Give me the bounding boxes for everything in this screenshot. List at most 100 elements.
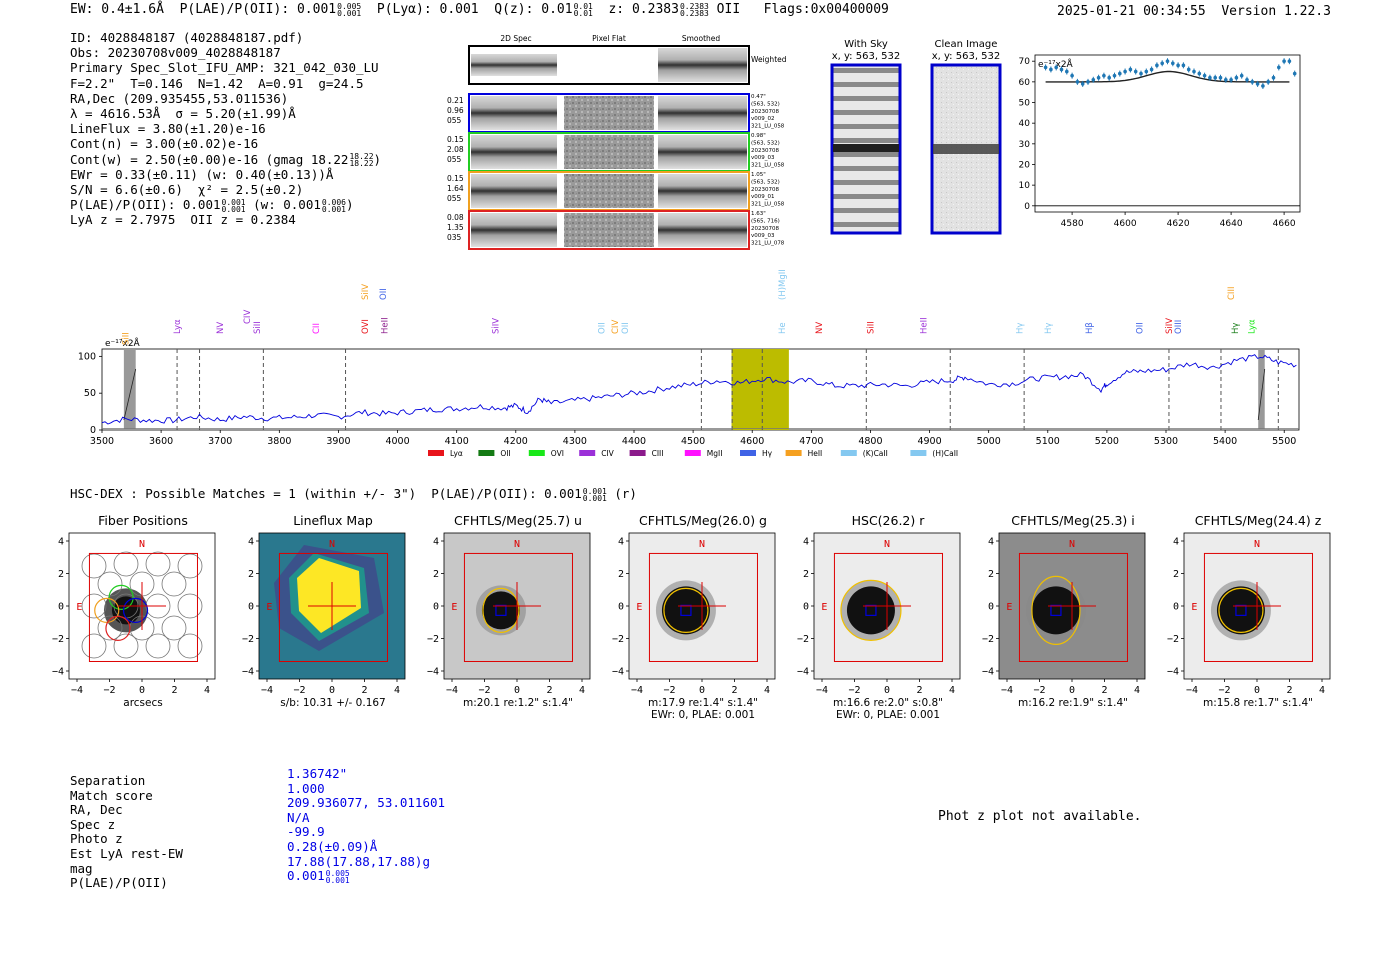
spectrum-xtick-label: 3800 [267,436,291,447]
match-label: P(LAE)/P(OII) [70,875,168,891]
zoom-ytick-label: 30 [1019,140,1031,150]
cutout-stats: m:15.8 re:1.7" s:1.4" [1203,697,1313,709]
clean-image-title: Clean Image [935,39,998,50]
emission-line-label: OII [1135,322,1145,334]
spectrum-xtick-label: 3700 [208,436,232,447]
aperture-ellipse [1031,575,1081,645]
spectrum-xtick-label: 4800 [858,436,882,447]
zoom-point [1165,59,1170,63]
search-box [88,552,198,662]
cutout-ytick-label: −2 [1167,634,1179,645]
summary-header: EW: 0.4±1.6Å P(LAE)/P(OII): 0.001 0.005 0.… [70,2,889,17]
detection-id: ID: 4028848187 (4028848187.pdf) [70,30,304,45]
cutout-ytick-label: −2 [982,634,994,645]
zoom-point [1277,65,1281,70]
aperture-ellipse [482,587,520,633]
emission-line-label: Hβ [1085,322,1095,334]
fiber-circle [81,553,107,579]
specz-value: N/A [287,809,310,825]
plae-bounds: 0.005 0.001 [337,1,362,18]
zoom-point [1144,69,1149,74]
search-box [648,552,758,662]
fiber-circle [177,593,203,619]
zoom-point [1197,71,1202,76]
spectrum-xtick-label: 3500 [90,436,114,447]
zoom-xtick-label: 4580 [1061,219,1084,229]
row-meta: 321_LU_058 [751,202,785,208]
zoom-point [1176,63,1180,68]
cutout-xtick-label: 0 [329,685,335,693]
cutout-ytick-label: −4 [612,667,624,678]
row-meta: (565, 716) [751,218,780,224]
cutout-xtick-label: 0 [139,685,145,693]
fiber-circle [97,571,123,597]
zoom-point [1123,69,1127,74]
east-label: E [821,602,827,613]
zoom-point [1160,61,1164,66]
row-meta: v009_03 [751,155,775,161]
cutout-xtick-label: 2 [1101,685,1107,693]
masked-band [1257,349,1266,430]
zoom-point [1155,63,1159,68]
emission-line-label: SiIV [361,284,371,300]
emission-line-label: CIII [1227,287,1237,300]
spectrum-xtick-label: 4400 [622,436,646,447]
cutout-image: N E 4 2 0 −2 −4 −4 −2 0 2 4 [797,532,961,693]
fiber-circle [113,551,139,577]
east-label: E [1006,602,1012,613]
cutout-ytick-label: −4 [1167,667,1179,678]
fiber-circle [81,593,107,619]
north-label: N [1254,539,1260,550]
spectrum-xtick-label: 4000 [385,436,409,447]
zoom-point [1070,73,1074,78]
row-stat: 035 [447,233,462,242]
with-sky-xy: x, y: 563, 532 [832,51,901,62]
row-meta: v009_01 [751,194,775,200]
col-title-smoothed: Smoothed [682,34,721,43]
cutout-ytick-label: 0 [58,602,64,613]
cutout-xtick-label: 0 [1254,685,1260,693]
emission-line-label: HeII [381,317,391,334]
fiber-circle [145,633,171,659]
wavelength: λ = 4616.53Å σ = 5.20(±1.99)Å [70,105,296,121]
zoom-point [1234,75,1239,80]
cutout-ytick-label: −4 [52,667,64,678]
zoom-point [1091,77,1096,82]
cutout-ytick-label: −2 [242,634,254,645]
cutout-image: N E 4 2 0 −2 −4 −4 −2 0 2 4 [427,532,591,693]
cutout-title: Fiber Positions [98,513,188,528]
spectrum-ytick-label: 100 [78,351,96,362]
row-meta: 321_LU_078 [751,241,785,247]
emission-line-label: NV [815,322,825,334]
match-label: mag [70,860,93,876]
cutout-ytick-label: 4 [988,537,994,548]
cutout-ytick-label: 2 [618,569,624,580]
zoom-point [1043,65,1048,70]
cutout-ytick-label: 2 [248,569,254,580]
fiber-circle [81,633,107,659]
lya-ew-value: 0.28(±0.09)Å [287,838,378,854]
row-stat: 0.08 [447,213,464,222]
cutout-ytick-label: 0 [1173,602,1179,613]
cutout-xtick-label: 2 [1286,685,1292,693]
observation-id: Obs: 20230708v009_4028848187 [70,45,281,61]
hsc-dex-summary: HSC-DEX : Possible Matches = 1 (within +… [70,486,637,503]
fiber-circle [177,553,203,579]
zoom-point [1075,80,1080,84]
east-label: E [451,602,457,613]
zoom-ytick-label: 70 [1019,57,1031,67]
signal-noise: S/N = 6.6(±0.6) χ² = 2.5(±0.2) [70,181,304,197]
cutout-xtick-label: −2 [1218,685,1230,693]
cont-w: Cont(w) = 2.50(±0.00)e-16 (gmag 18.22 18.… [70,151,382,168]
match-score-value: 1.000 [287,780,325,796]
zoom-point [1112,73,1117,78]
fiber-circle [161,571,187,597]
zoom-point [1065,69,1069,74]
spectrum-line [101,354,1297,425]
highlight-fiber [94,597,120,623]
cutout-ytick-label: −4 [982,667,994,678]
source-blob [481,591,520,630]
emission-line-label: OII [379,288,389,300]
legend-entry: OII [478,449,511,458]
zoom-point [1107,75,1111,80]
